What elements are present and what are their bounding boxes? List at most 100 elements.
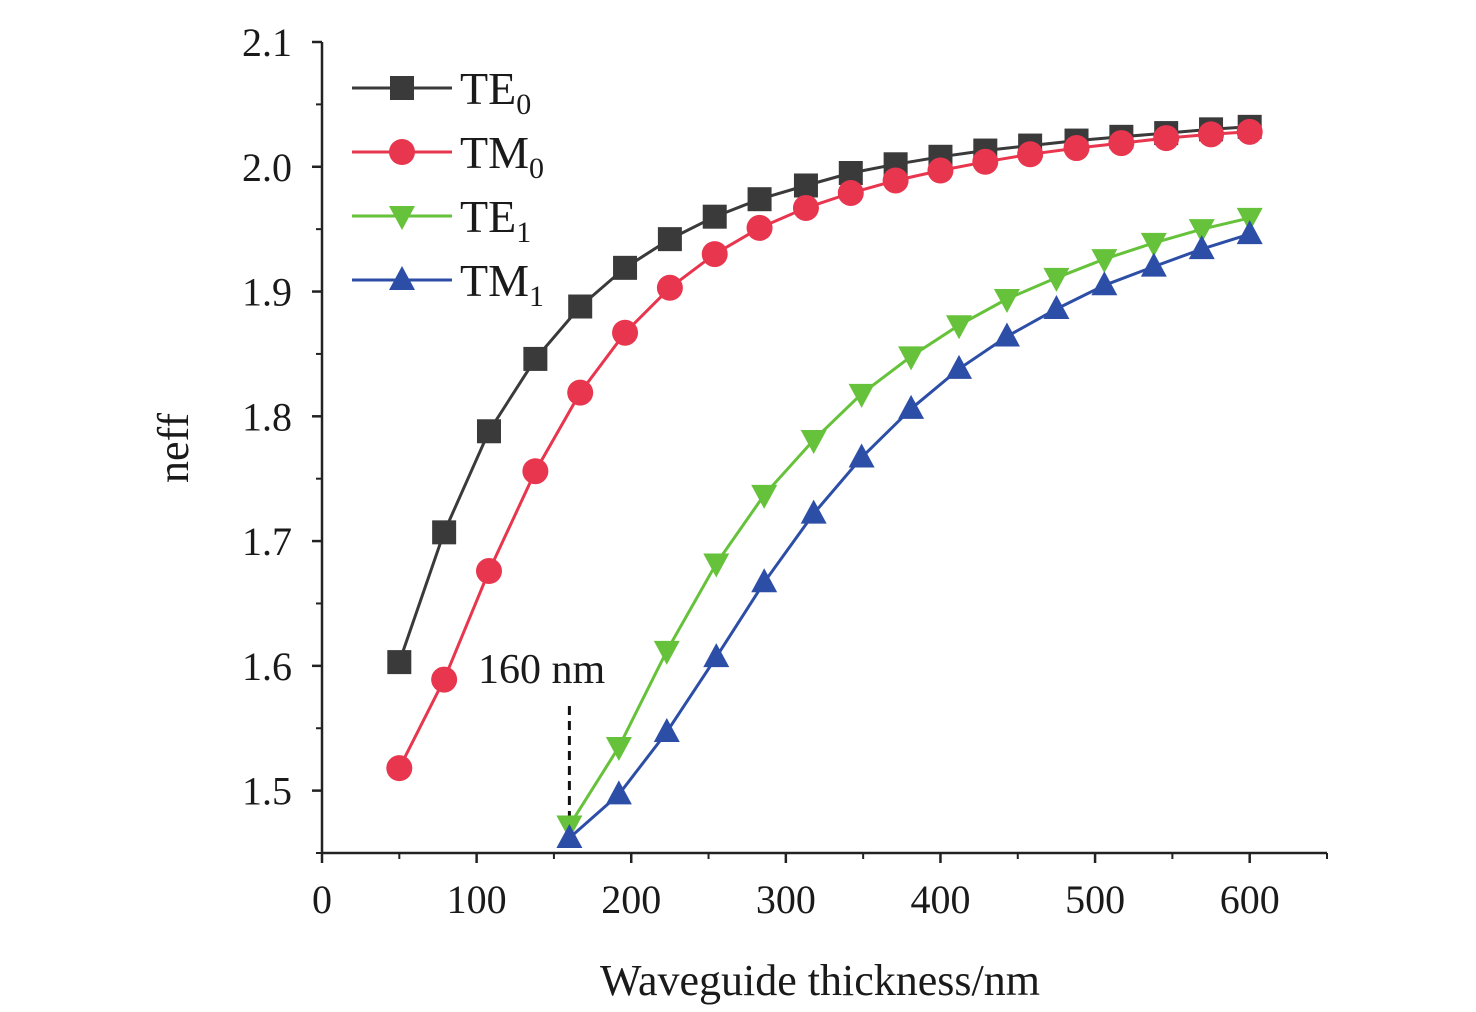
y-tick-label: 1.7 [242, 519, 292, 564]
data-point-TM0 [701, 241, 728, 268]
data-point-TM0 [1108, 130, 1135, 157]
legend-label: TE0 [460, 63, 531, 121]
data-point-TM0 [522, 458, 549, 485]
legend-item-TM1: TM1 [352, 255, 544, 313]
data-point-TE0 [702, 204, 727, 229]
data-point-TM0 [746, 214, 773, 241]
data-point-TE1 [1140, 232, 1167, 257]
data-point-TE1 [800, 430, 827, 455]
data-point-TM1 [1188, 235, 1215, 260]
data-point-TE1 [751, 484, 778, 509]
data-point-TE1 [1236, 207, 1263, 232]
data-point-TE0 [476, 419, 501, 444]
data-point-TM1 [1091, 271, 1118, 296]
x-tick-label: 500 [1065, 877, 1125, 922]
series-TM1 [556, 220, 1263, 849]
legend-label: TM0 [460, 127, 544, 185]
annotation-layer: 160 nm [478, 647, 606, 847]
legend-item-TM0: TM0 [352, 127, 544, 185]
data-point-TE1 [703, 553, 730, 578]
data-point-TE1 [605, 736, 632, 761]
data-point-TM1 [556, 824, 583, 849]
x-tick-label: 200 [601, 877, 661, 922]
legend-marker [389, 139, 415, 165]
data-point-TM1 [993, 322, 1020, 347]
y-tick-label: 1.6 [242, 644, 292, 689]
series-line-TE0 [397, 125, 1250, 663]
legend-label-subscript: 1 [516, 216, 531, 249]
legend-item-TE1: TE1 [352, 191, 531, 249]
x-tick-label: 100 [447, 877, 507, 922]
data-point-TM0 [431, 666, 458, 693]
data-point-TM0 [927, 157, 954, 184]
x-tick-label: 0 [312, 877, 332, 922]
data-point-TE0 [747, 187, 772, 212]
data-point-TM0 [972, 148, 999, 175]
data-point-TM1 [1236, 220, 1263, 245]
data-point-TE0 [613, 255, 638, 280]
data-point-TE1 [993, 289, 1020, 314]
data-point-TM1 [751, 568, 778, 593]
y-tick-label: 1.5 [242, 769, 292, 814]
data-point-TM0 [1236, 118, 1263, 145]
data-point-TE1 [848, 383, 875, 408]
legend-label-main: TE [460, 191, 516, 242]
data-point-TM0 [1017, 141, 1044, 168]
legend-label-main: TM [460, 127, 529, 178]
data-point-TE0 [568, 294, 593, 319]
data-point-TM0 [386, 755, 413, 782]
data-point-TM1 [898, 394, 925, 419]
legend-marker [389, 266, 415, 290]
data-point-TE1 [946, 315, 973, 340]
y-tick-label: 2.1 [242, 20, 292, 65]
data-point-TM1 [703, 643, 730, 668]
series-TE0 [387, 114, 1262, 675]
data-point-TE0 [387, 650, 412, 675]
legend-label-subscript: 1 [529, 280, 544, 313]
x-axis-title: Waveguide thickness/nm [600, 956, 1040, 1005]
data-point-TE1 [898, 346, 925, 371]
data-point-TM0 [567, 379, 594, 406]
series-TM0 [386, 118, 1263, 782]
data-point-TM1 [1043, 295, 1070, 320]
data-point-TM0 [612, 319, 639, 346]
series-line-TM1 [568, 232, 1251, 840]
series-TE1 [556, 207, 1263, 840]
legend-label-main: TE [460, 63, 516, 114]
data-point-TM0 [837, 179, 864, 206]
data-point-TE1 [1188, 219, 1215, 244]
data-point-TM0 [475, 558, 502, 585]
data-point-TM1 [800, 499, 827, 524]
data-point-TM0 [656, 274, 683, 301]
data-point-TE0 [657, 227, 682, 252]
x-tick-label: 400 [910, 877, 970, 922]
cutoff-annotation: 160 nm [478, 647, 606, 693]
series-layer [386, 114, 1263, 849]
data-point-TE1 [1043, 267, 1070, 292]
y-tick-label: 2.0 [242, 145, 292, 190]
legend-marker [390, 76, 414, 100]
data-point-TM0 [1063, 135, 1090, 162]
data-point-TE0 [793, 173, 818, 198]
legend-label: TE1 [460, 191, 531, 249]
legend-item-TE0: TE0 [352, 63, 531, 121]
data-point-TM1 [946, 354, 973, 379]
x-tick-label: 300 [756, 877, 816, 922]
legend-label-main: TM [460, 255, 529, 306]
legend-label-subscript: 0 [516, 88, 531, 121]
data-point-TE0 [432, 520, 457, 545]
x-tick-label: 600 [1220, 877, 1280, 922]
legend-marker [389, 206, 415, 230]
data-point-TM0 [882, 167, 909, 194]
data-point-TM1 [848, 443, 875, 468]
data-point-TM0 [1153, 125, 1180, 152]
y-axis-title: neff [149, 413, 198, 483]
data-point-TM1 [653, 717, 680, 742]
data-point-TM1 [605, 780, 632, 805]
data-point-TM1 [1140, 252, 1167, 277]
data-point-TE1 [1091, 249, 1118, 274]
y-tick-label: 1.8 [242, 394, 292, 439]
